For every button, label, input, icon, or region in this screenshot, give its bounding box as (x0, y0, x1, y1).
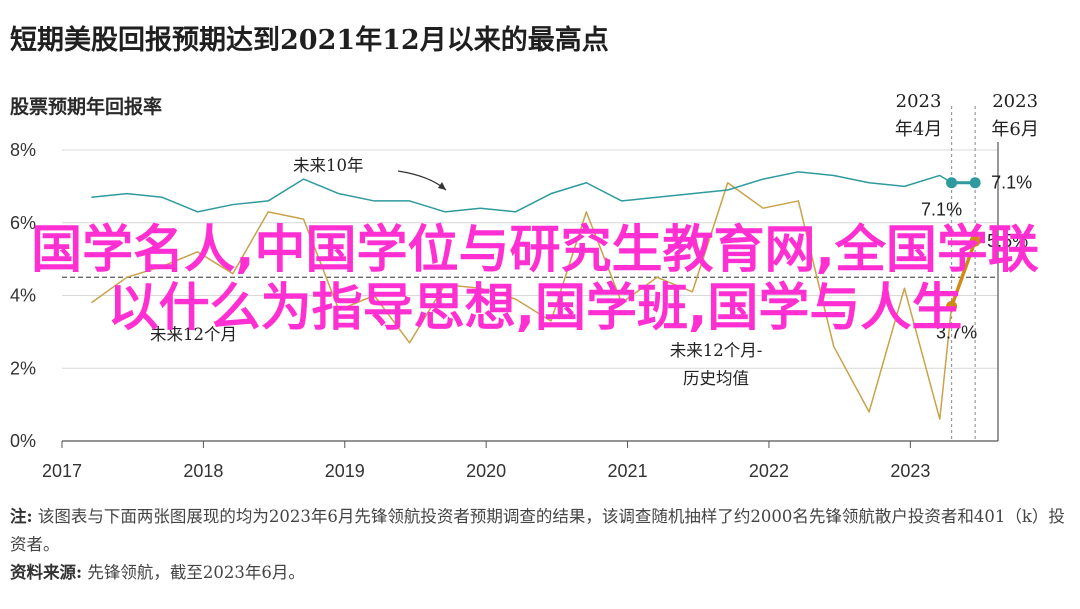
y-tick-label: 0% (10, 431, 36, 451)
y-tick-label: 6% (10, 213, 36, 233)
value-label-10y-jun: 7.1% (991, 173, 1032, 193)
series-annotation-historical-average: 未来12个月-历史均值 (670, 341, 763, 388)
label-jun-2023: 2023 年6月 (991, 91, 1038, 140)
note-text: 该图表与下面两张图展现的均为2023年6月先锋领航投资者预期调查的结果，该调查随… (10, 507, 1065, 554)
x-tick-label: 2017 (42, 461, 82, 481)
series-line-12-month (91, 181, 953, 420)
chart-notes: 注: 该图表与下面两张图展现的均为2023年6月先锋领航投资者预期调查的结果，该… (10, 503, 1070, 587)
x-tick-label: 2021 (608, 461, 648, 481)
x-tick-label: 2019 (325, 461, 365, 481)
y-axis-label: 股票预期年回报率 (10, 96, 163, 118)
x-tick-label: 2022 (749, 461, 789, 481)
source-line: 资料来源: 先锋领航，截至2023年6月。 (10, 559, 1070, 587)
note-label: 注: (10, 507, 33, 526)
series-annotation-12-month: 未来12个月 (150, 325, 237, 344)
x-tick-label: 2023 (890, 461, 930, 481)
source-text: 先锋领航，截至2023年6月。 (87, 563, 305, 582)
chart-title: 短期美股回报预期达到2021年12月以来的最高点 (10, 25, 609, 56)
point-10y-2023-apr (946, 177, 958, 189)
source-label: 资料来源: (10, 563, 83, 582)
x-tick-label: 2020 (466, 461, 506, 481)
y-tick-label: 4% (10, 286, 36, 306)
series-line-10-year (91, 171, 952, 213)
x-tick-label: 2018 (183, 461, 223, 481)
point-12m-2023-apr (946, 300, 958, 312)
value-label-12m-jun: 5.5% (987, 231, 1028, 251)
series-annotation-10-year: 未来10年 (293, 156, 364, 175)
line-chart: 0% 2% 4% 6% 8% 2017 2018 2019 2020 2021 2022 2023 2… (10, 91, 1039, 481)
y-tick-label: 2% (10, 358, 36, 378)
note-line: 注: 该图表与下面两张图展现的均为2023年6月先锋领航投资者预期调查的结果，该… (10, 503, 1070, 559)
point-12m-2023-jun (969, 235, 981, 247)
twelve-month-recent-segment (949, 240, 977, 308)
value-label-10y-apr: 7.1% (921, 200, 962, 220)
y-tick-label: 8% (10, 140, 36, 160)
annotation-arrowhead-10-year (438, 182, 446, 190)
label-apr-2023: 2023 年4月 (895, 91, 942, 140)
value-label-12m-apr: 3.7% (936, 322, 977, 342)
point-10y-2023-jun (969, 177, 981, 189)
